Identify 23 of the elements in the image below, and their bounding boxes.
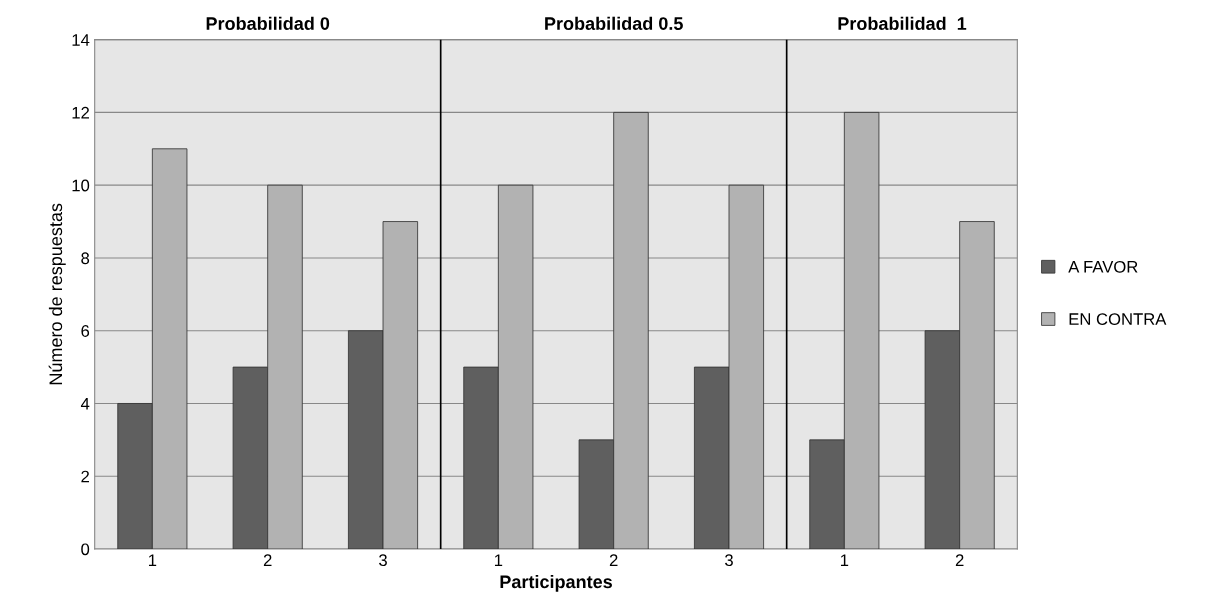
x-axis-title: Participantes xyxy=(500,574,612,592)
text: Probabilidad 0 xyxy=(206,16,330,30)
y-tick-label: 4 xyxy=(80,398,90,410)
x-tick-label: 3 xyxy=(379,554,387,567)
x-tick-label: 2 xyxy=(263,554,272,566)
y-tick-label: 10 xyxy=(72,179,90,192)
y-tick-label: 12 xyxy=(72,106,89,119)
y-tick-label: 14 xyxy=(72,34,90,46)
x-tick-label: 1 xyxy=(494,554,503,566)
y-axis-title: Número de respuestas xyxy=(48,203,66,385)
y-tick-label: 8 xyxy=(81,252,90,265)
legend-label: A FAVOR xyxy=(1068,260,1138,273)
y-tick-label: 6 xyxy=(81,325,90,337)
legend-label: EN CONTRA xyxy=(1069,313,1167,325)
x-tick-label: 2 xyxy=(609,554,618,566)
y-tick-label: 0 xyxy=(81,543,90,556)
x-tick-label: 1 xyxy=(840,554,849,566)
text: Probabilidad 1 xyxy=(838,16,967,30)
y-tick-label: 2 xyxy=(81,470,89,483)
x-tick-label: 3 xyxy=(725,554,733,567)
text: Probabilidad 0.5 xyxy=(545,16,683,30)
x-tick-label: 2 xyxy=(955,554,964,566)
x-tick-label: 1 xyxy=(148,554,157,566)
